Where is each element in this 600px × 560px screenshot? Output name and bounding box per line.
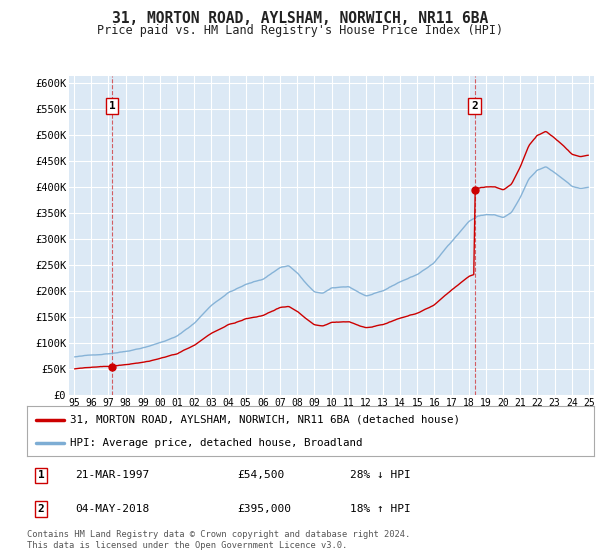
Text: Price paid vs. HM Land Registry's House Price Index (HPI): Price paid vs. HM Land Registry's House … bbox=[97, 24, 503, 36]
Text: HPI: Average price, detached house, Broadland: HPI: Average price, detached house, Broa… bbox=[70, 438, 362, 448]
Text: 1: 1 bbox=[109, 101, 115, 111]
Text: 04-MAY-2018: 04-MAY-2018 bbox=[75, 504, 149, 514]
Text: £54,500: £54,500 bbox=[237, 470, 284, 480]
Text: 2: 2 bbox=[471, 101, 478, 111]
Text: 1: 1 bbox=[38, 470, 44, 480]
Text: 31, MORTON ROAD, AYLSHAM, NORWICH, NR11 6BA (detached house): 31, MORTON ROAD, AYLSHAM, NORWICH, NR11 … bbox=[70, 414, 460, 424]
Text: 21-MAR-1997: 21-MAR-1997 bbox=[75, 470, 149, 480]
Text: 31, MORTON ROAD, AYLSHAM, NORWICH, NR11 6BA: 31, MORTON ROAD, AYLSHAM, NORWICH, NR11 … bbox=[112, 11, 488, 26]
Text: 28% ↓ HPI: 28% ↓ HPI bbox=[350, 470, 411, 480]
Text: 18% ↑ HPI: 18% ↑ HPI bbox=[350, 504, 411, 514]
Text: 2: 2 bbox=[38, 504, 44, 514]
Text: Contains HM Land Registry data © Crown copyright and database right 2024.
This d: Contains HM Land Registry data © Crown c… bbox=[27, 530, 410, 550]
Text: £395,000: £395,000 bbox=[237, 504, 291, 514]
